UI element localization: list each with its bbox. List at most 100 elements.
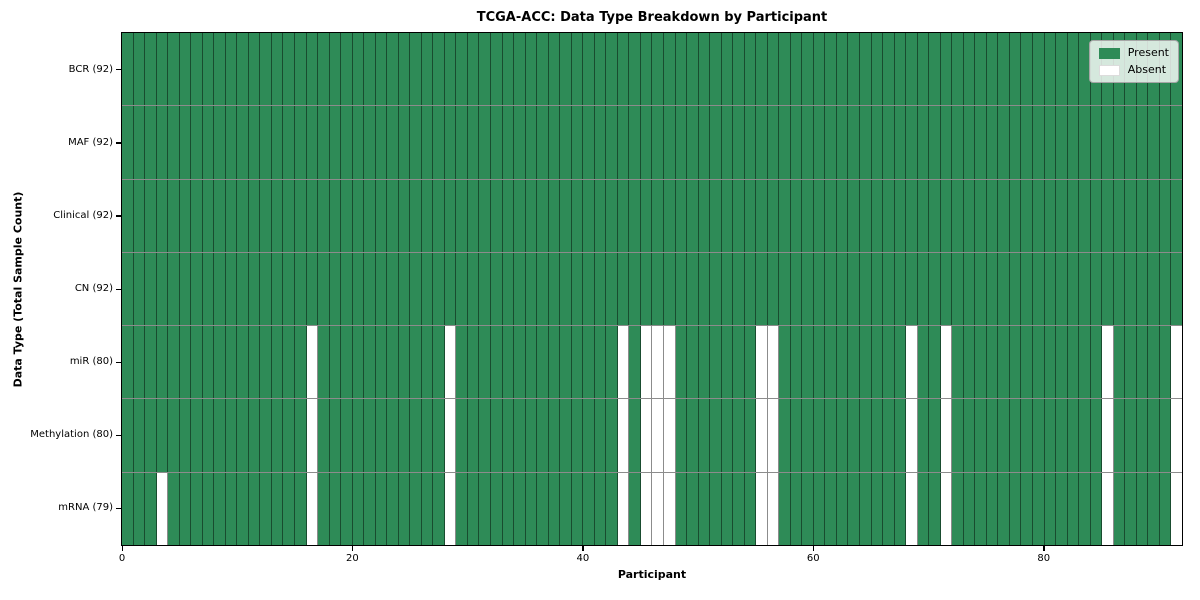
heatmap-cell-present	[1021, 472, 1033, 545]
heatmap-cell-present	[583, 106, 595, 179]
heatmap-cell-present	[894, 33, 907, 106]
heatmap-cell-present	[698, 106, 711, 179]
heatmap-cell-present	[548, 252, 561, 326]
heatmap-cell-present	[260, 326, 272, 399]
heatmap-cell-present	[571, 33, 584, 106]
heatmap-cell-present	[802, 179, 814, 252]
heatmap-cell-present	[514, 33, 526, 106]
heatmap-cell-absent	[617, 399, 630, 472]
heatmap-cell-present	[790, 33, 803, 106]
heatmap-cell-present	[675, 399, 688, 472]
heatmap-cell-absent	[1171, 399, 1182, 472]
heatmap-cell-present	[410, 252, 422, 326]
heatmap-row-mrna	[122, 471, 1182, 545]
heatmap-cell-present	[802, 33, 814, 106]
heatmap-cell-present	[721, 472, 734, 545]
heatmap-cell-present	[168, 179, 180, 252]
heatmap-cell-present	[848, 106, 860, 179]
heatmap-cell-present	[283, 106, 295, 179]
heatmap-cell-present	[848, 472, 860, 545]
heatmap-cell-present	[537, 326, 549, 399]
heatmap-cell-present	[502, 472, 515, 545]
y-tick-mark	[116, 507, 121, 510]
heatmap-cell-present	[467, 179, 480, 252]
heatmap-cell-present	[629, 252, 641, 326]
heatmap-cell-present	[191, 252, 203, 326]
heatmap-cell-present	[594, 33, 607, 106]
present-swatch	[1098, 47, 1120, 59]
heatmap-cell-present	[906, 106, 918, 179]
x-tick-mark	[812, 546, 815, 551]
heatmap-cell-present	[986, 252, 999, 326]
heatmap-cell-present	[883, 326, 895, 399]
heatmap-cell-present	[191, 472, 203, 545]
heatmap-cell-present	[122, 472, 134, 545]
heatmap-cell-present	[491, 252, 503, 326]
heatmap-cell-present	[237, 399, 249, 472]
heatmap-cell-present	[133, 399, 146, 472]
heatmap-cell-present	[133, 33, 146, 106]
heatmap-cell-present	[1067, 106, 1080, 179]
heatmap-cell-present	[387, 326, 399, 399]
heatmap-cell-present	[583, 399, 595, 472]
heatmap-cell-present	[698, 252, 711, 326]
heatmap-cell-present	[606, 326, 618, 399]
heatmap-cell-present	[1171, 252, 1182, 326]
heatmap-cell-present	[871, 179, 884, 252]
heatmap-cell-present	[813, 33, 826, 106]
heatmap-cell-absent	[444, 326, 457, 399]
heatmap-cell-present	[467, 33, 480, 106]
heatmap-cell-present	[318, 106, 330, 179]
heatmap-cell-present	[341, 179, 353, 252]
heatmap-cell-present	[710, 326, 722, 399]
heatmap-cell-present	[1044, 472, 1057, 545]
heatmap-cell-present	[617, 252, 630, 326]
heatmap-cell-present	[514, 179, 526, 252]
heatmap-cell-present	[456, 472, 468, 545]
heatmap-cell-present	[606, 399, 618, 472]
y-tick-mark	[116, 69, 121, 71]
heatmap-cell-present	[986, 179, 999, 252]
heatmap-cell-present	[836, 399, 849, 472]
heatmap-cell-present	[952, 326, 964, 399]
heatmap-cell-present	[963, 106, 976, 179]
heatmap-cell-present	[548, 472, 561, 545]
heatmap-cell-present	[1113, 399, 1126, 472]
heatmap-cell-present	[1159, 179, 1172, 252]
heatmap-cell-present	[491, 472, 503, 545]
heatmap-cell-present	[248, 106, 261, 179]
heatmap-cell-present	[491, 326, 503, 399]
heatmap-cell-present	[525, 33, 538, 106]
heatmap-cell-present	[860, 106, 872, 179]
heatmap-cell-present	[456, 179, 468, 252]
heatmap-cell-present	[398, 179, 411, 252]
heatmap-cell-present	[467, 106, 480, 179]
heatmap-cell-present	[952, 33, 964, 106]
heatmap-cell-present	[352, 33, 365, 106]
heatmap-cell-present	[583, 179, 595, 252]
heatmap-cell-absent	[444, 472, 457, 545]
heatmap-cell-present	[1067, 399, 1080, 472]
heatmap-cell-present	[318, 252, 330, 326]
heatmap-cell-present	[560, 252, 572, 326]
heatmap-cell-present	[675, 472, 688, 545]
heatmap-cell-present	[894, 399, 907, 472]
heatmap-cell-present	[756, 252, 768, 326]
heatmap-cell-present	[1056, 326, 1068, 399]
heatmap-cell-present	[1102, 106, 1114, 179]
heatmap-cell-present	[421, 106, 434, 179]
heatmap-cell-present	[986, 326, 999, 399]
heatmap-cell-present	[640, 252, 653, 326]
heatmap-cell-present	[375, 399, 388, 472]
heatmap-cell-present	[1159, 106, 1172, 179]
heatmap-cell-present	[860, 472, 872, 545]
heatmap-cell-present	[456, 106, 468, 179]
heatmap-cell-present	[1009, 106, 1022, 179]
heatmap-cell-present	[860, 252, 872, 326]
heatmap-cell-present	[145, 399, 157, 472]
heatmap-cell-present	[375, 326, 388, 399]
heatmap-cell-present	[617, 179, 630, 252]
heatmap-cell-present	[663, 106, 676, 179]
heatmap-cell-present	[963, 33, 976, 106]
heatmap-cell-absent	[940, 399, 953, 472]
